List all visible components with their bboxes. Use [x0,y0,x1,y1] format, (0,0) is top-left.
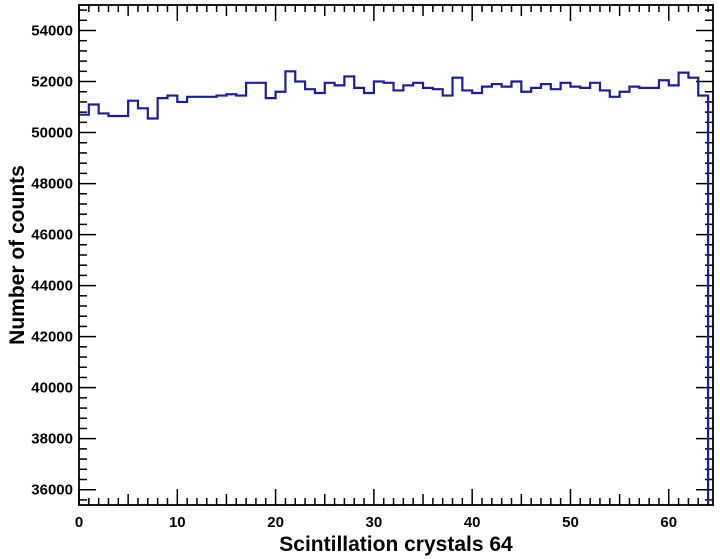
y-tick-label: 48000 [31,176,73,193]
ticks-layer [78,5,713,505]
x-tick-label: 30 [366,514,383,531]
y-tick-label: 38000 [31,431,73,448]
x-tick-label: 10 [169,514,186,531]
x-tick-label: 50 [562,514,579,531]
x-axis-title: Scintillation crystals 64 [279,533,513,556]
y-tick-label: 44000 [31,278,73,295]
histogram-series-line [79,70,710,505]
plot-frame [78,4,714,506]
y-tick-label: 54000 [31,23,73,40]
x-tick-label: 20 [267,514,284,531]
y-tick-label: 36000 [31,482,73,499]
x-tick-label: 60 [660,514,677,531]
y-tick-label: 50000 [31,125,73,142]
y-tick-label: 52000 [31,74,73,91]
y-tick-label: 40000 [31,380,73,397]
y-tick-label: 46000 [31,227,73,244]
x-tick-label: 40 [464,514,481,531]
y-axis-title: Number of counts [6,165,29,345]
tick-labels-layer: 0 10 20 30 40 50 60 36000 38000 40000 42000 44000 46… [31,23,677,531]
x-tick-label: 0 [75,514,83,531]
y-tick-label: 42000 [31,329,73,346]
